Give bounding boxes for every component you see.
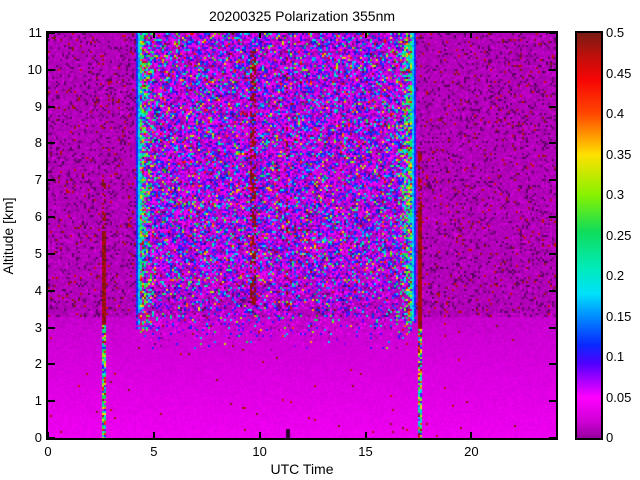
colorbar-tick-label: 0.3 bbox=[606, 187, 625, 202]
tick-mark bbox=[549, 252, 556, 255]
tick-mark bbox=[549, 363, 556, 366]
colorbar-tick-label: 0.4 bbox=[606, 106, 625, 121]
tick-mark bbox=[549, 32, 556, 34]
tick-mark bbox=[48, 32, 55, 34]
y-tick-label: 5 bbox=[34, 245, 42, 261]
colorbar-tick-label: 0 bbox=[606, 430, 614, 445]
tick-mark bbox=[48, 289, 55, 292]
tick-mark bbox=[48, 68, 55, 71]
x-tick-label: 20 bbox=[464, 444, 479, 459]
x-axis-label: UTC Time bbox=[270, 461, 334, 477]
tick-mark bbox=[549, 289, 556, 292]
chart-title: 20200325 Polarization 355nm bbox=[208, 8, 396, 24]
y-tick-label: 10 bbox=[27, 61, 42, 77]
tick-mark bbox=[48, 363, 55, 366]
colorbar-tick-label: 0.1 bbox=[606, 349, 625, 364]
tick-mark bbox=[48, 216, 55, 219]
colorbar-tick-label: 0.15 bbox=[606, 308, 632, 324]
colorbar-gradient bbox=[577, 33, 601, 438]
tick-mark bbox=[152, 33, 155, 38]
y-tick-label: 4 bbox=[34, 282, 42, 298]
tick-mark bbox=[48, 142, 55, 145]
tick-mark bbox=[549, 216, 556, 219]
y-tick-label: 1 bbox=[34, 393, 42, 409]
tick-mark bbox=[549, 437, 556, 439]
y-tick-label: 3 bbox=[34, 319, 42, 335]
tick-mark bbox=[48, 326, 55, 329]
x-tick-label: 0 bbox=[44, 444, 52, 459]
tick-mark bbox=[549, 179, 556, 182]
colorbar-tick-label: 0.05 bbox=[606, 389, 632, 405]
y-tick-label: 6 bbox=[34, 209, 42, 225]
tick-mark bbox=[549, 142, 556, 145]
y-tick-label: 11 bbox=[28, 25, 43, 40]
y-axis-label: Altitude [km] bbox=[0, 197, 16, 275]
colorbar-tick-label: 0.35 bbox=[606, 146, 632, 162]
y-tick-label: 7 bbox=[34, 172, 42, 188]
tick-mark bbox=[258, 33, 261, 38]
tick-mark bbox=[364, 33, 367, 38]
tick-mark bbox=[364, 432, 367, 438]
tick-mark bbox=[470, 432, 473, 438]
tick-mark bbox=[152, 432, 155, 438]
tick-mark bbox=[549, 68, 556, 71]
tick-mark bbox=[258, 432, 261, 438]
y-tick-label: 9 bbox=[34, 98, 42, 114]
tick-mark bbox=[47, 432, 49, 438]
tick-mark bbox=[48, 400, 55, 403]
x-tick-label: 15 bbox=[358, 444, 373, 459]
tick-mark bbox=[470, 33, 473, 38]
colorbar-tick-label: 0.5 bbox=[606, 25, 625, 40]
colorbar-tick-label: 0.2 bbox=[606, 268, 625, 283]
tick-mark bbox=[549, 400, 556, 403]
tick-mark bbox=[48, 105, 55, 108]
y-tick-label: 2 bbox=[34, 356, 42, 372]
tick-mark bbox=[549, 105, 556, 108]
colorbar-frame bbox=[575, 31, 603, 440]
heatmap-canvas bbox=[48, 33, 556, 438]
tick-mark bbox=[48, 252, 55, 255]
tick-mark bbox=[549, 326, 556, 329]
y-tick-label: 8 bbox=[34, 135, 42, 151]
x-tick-label: 5 bbox=[150, 444, 158, 459]
tick-mark bbox=[48, 179, 55, 182]
y-tick-label: 0 bbox=[34, 430, 42, 445]
colorbar-tick-label: 0.45 bbox=[606, 65, 632, 81]
tick-mark bbox=[48, 437, 55, 439]
tick-mark bbox=[47, 33, 49, 38]
x-tick-label: 10 bbox=[252, 444, 267, 459]
colorbar-tick-label: 0.25 bbox=[606, 227, 632, 243]
